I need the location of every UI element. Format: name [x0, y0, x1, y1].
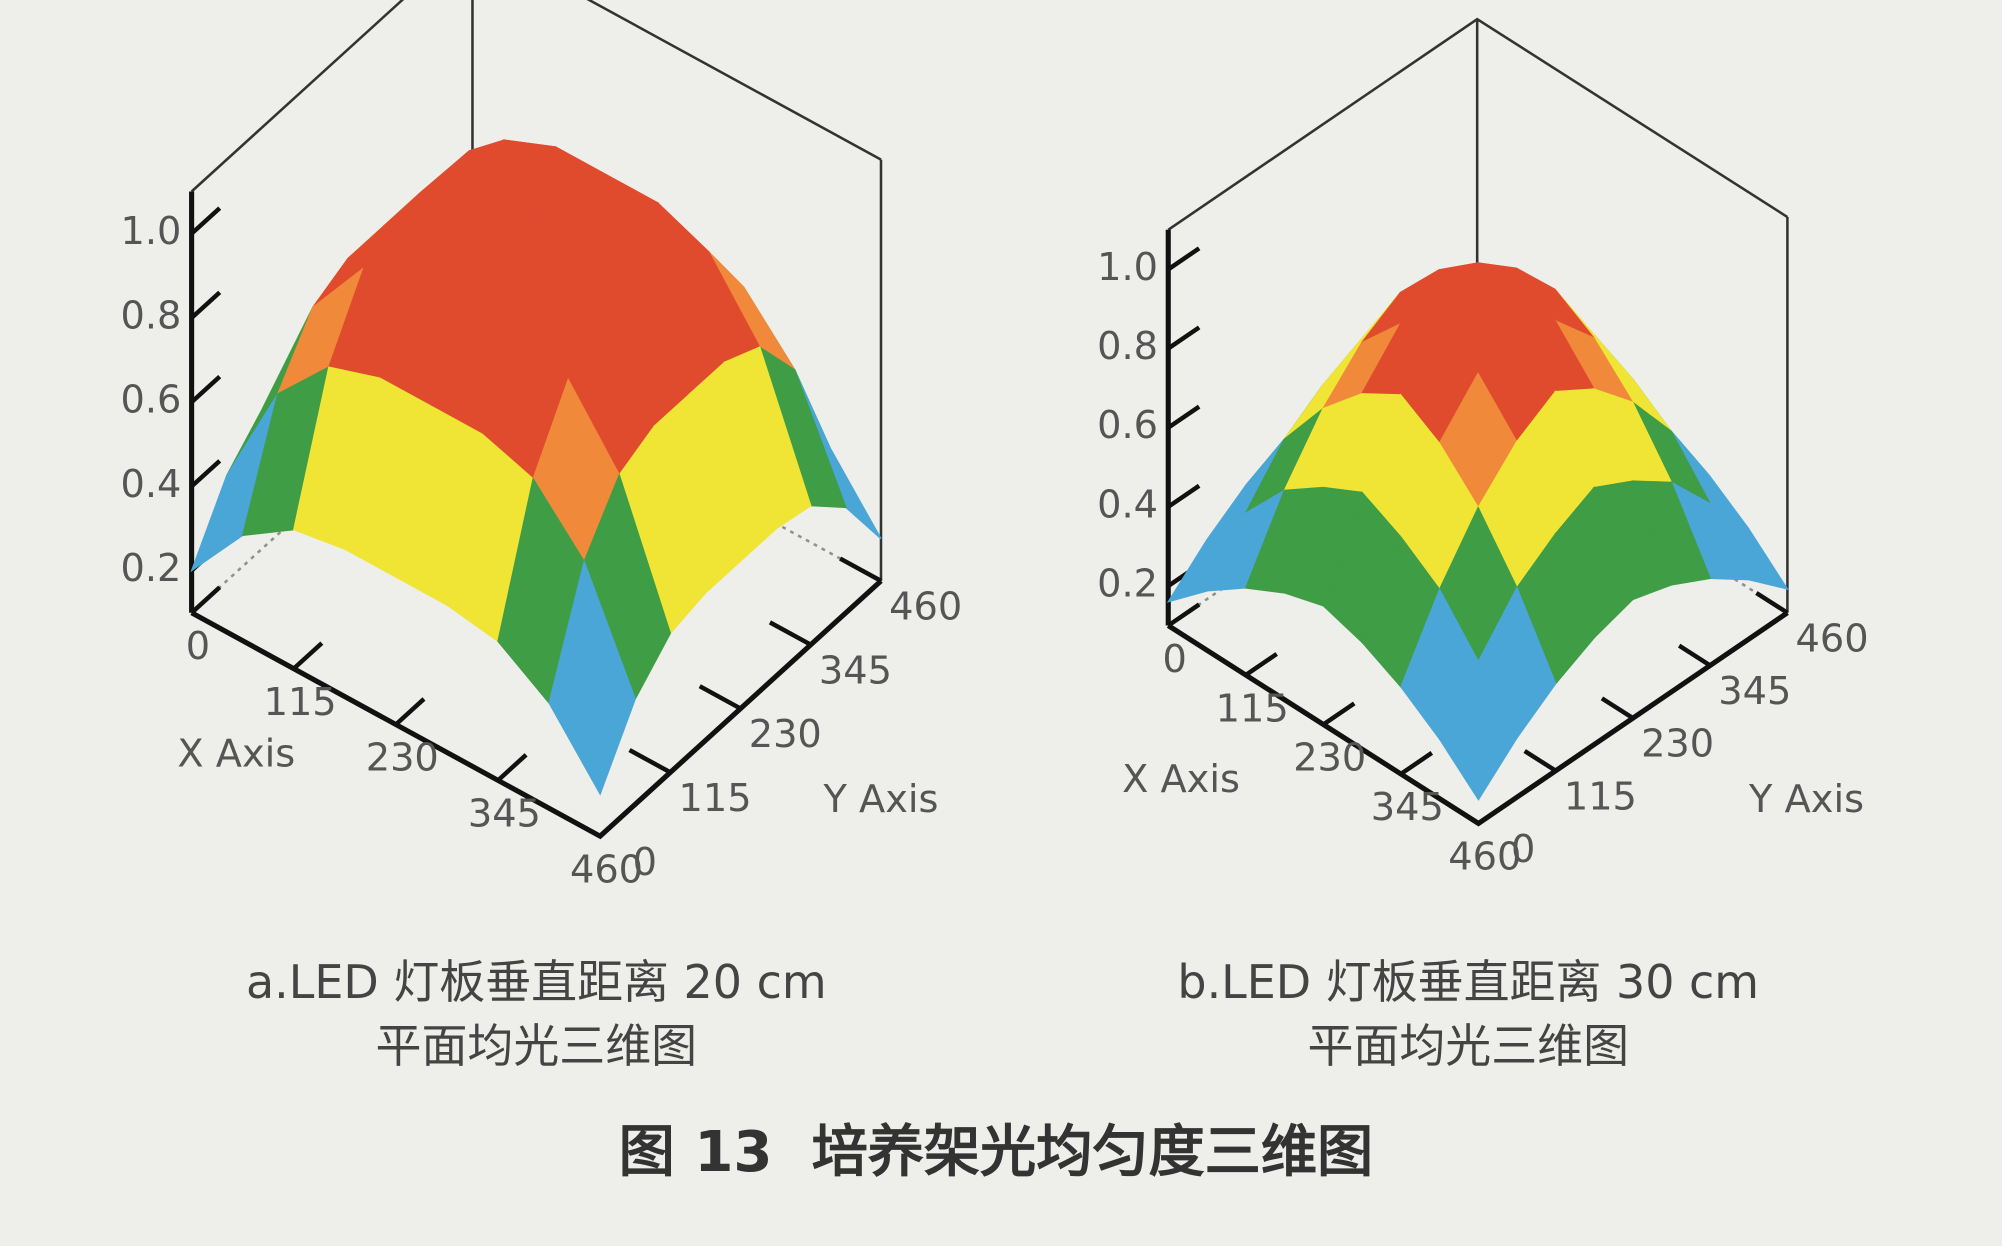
x-tick: [190, 585, 222, 615]
z-tick: [1166, 404, 1201, 430]
x-axis-label: X Axis: [177, 731, 295, 776]
y-tick-label: 115: [678, 776, 751, 821]
caption-line: b.LED 灯板垂直距离 30 cm: [1177, 955, 1759, 1009]
surface-cell: [548, 559, 636, 796]
y-tick-label: 0: [633, 840, 657, 885]
y-tick-label: 460: [889, 584, 962, 629]
x-tick: [394, 697, 426, 727]
z-tick: [190, 374, 222, 404]
z-tick-label: 0.6: [121, 378, 182, 423]
y-tick: [1755, 591, 1789, 615]
z-tick-label: 0.2: [1097, 561, 1158, 606]
y-tick-label: 230: [1641, 722, 1714, 767]
x-tick-label: 0: [186, 624, 210, 669]
y-axis-label: Y Axis: [823, 777, 939, 822]
y-tick: [698, 684, 742, 711]
box-edge: [190, 0, 882, 193]
y-tick: [1446, 801, 1480, 826]
z-tick-label: 0.2: [121, 546, 182, 591]
figure-caption: 图 13 培养架光均匀度三维图: [619, 1120, 1374, 1185]
x-tick: [598, 809, 630, 838]
x-tick-label: 230: [366, 736, 439, 781]
x-tick-label: 345: [1371, 785, 1444, 830]
y-tick-label: 115: [1564, 774, 1637, 819]
z-tick-label: 0.8: [121, 293, 182, 338]
y-tick: [768, 620, 812, 647]
x-tick-label: 0: [1162, 637, 1186, 682]
x-tick-label: 345: [468, 792, 541, 837]
y-tick: [839, 556, 883, 583]
y-tick-label: 230: [749, 712, 822, 757]
x-tick-label: 230: [1293, 736, 1366, 781]
x-tick: [1322, 701, 1356, 727]
x-tick-label: 115: [264, 680, 337, 725]
caption-line: a.LED 灯板垂直距离 20 cm: [246, 955, 827, 1009]
z-tick-label: 1.0: [1097, 245, 1158, 290]
z-tick: [190, 459, 222, 489]
caption-line: 平面均光三维图: [1307, 1019, 1629, 1073]
y-tick-label: 0: [1511, 827, 1535, 872]
x-tick: [292, 641, 324, 671]
box-edge: [1167, 17, 1789, 231]
surface-cell: [1438, 660, 1518, 801]
y-tick-label: 345: [819, 648, 892, 693]
z-tick: [1166, 246, 1201, 272]
x-tick: [1166, 602, 1201, 628]
x-tick-label: 460: [1448, 835, 1521, 880]
y-tick: [1600, 696, 1635, 720]
x-tick: [496, 753, 528, 782]
y-tick-label: 345: [1718, 669, 1791, 714]
z-tick-label: 0.8: [1097, 324, 1158, 369]
x-tick: [1399, 751, 1434, 776]
z-tick-label: 0.6: [1097, 403, 1158, 448]
z-tick: [190, 206, 222, 236]
z-tick-label: 0.4: [1097, 482, 1158, 527]
x-tick-label: 460: [570, 847, 643, 892]
y-tick: [1677, 643, 1712, 668]
y-tick: [628, 748, 672, 775]
y-axis-label: Y Axis: [1748, 777, 1864, 822]
x-tick: [1244, 652, 1278, 677]
z-tick-label: 0.4: [121, 462, 182, 507]
x-tick-label: 115: [1216, 686, 1289, 731]
y-tick-label: 460: [1796, 616, 1869, 661]
y-tick: [558, 811, 602, 839]
x-axis-label: X Axis: [1122, 757, 1240, 802]
caption-line: 平面均光三维图: [376, 1019, 698, 1073]
z-tick: [1166, 483, 1201, 509]
y-tick: [1523, 749, 1557, 773]
z-tick: [1166, 325, 1201, 351]
z-tick: [190, 290, 222, 320]
z-tick-label: 1.0: [121, 209, 182, 254]
x-tick: [1477, 800, 1511, 826]
